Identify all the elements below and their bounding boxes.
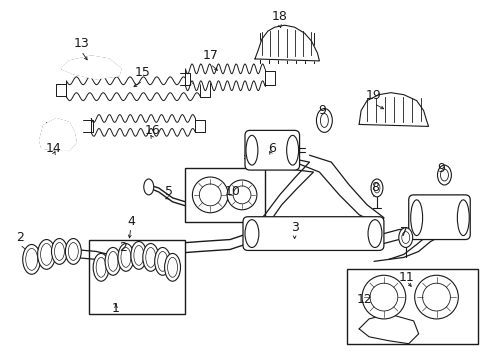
Ellipse shape [369, 283, 397, 311]
Ellipse shape [401, 231, 409, 243]
Text: 6: 6 [267, 142, 275, 155]
Polygon shape [40, 118, 76, 150]
Ellipse shape [367, 220, 381, 247]
Ellipse shape [244, 220, 258, 247]
Ellipse shape [54, 243, 64, 260]
Ellipse shape [145, 247, 155, 267]
Ellipse shape [108, 251, 118, 271]
Ellipse shape [157, 251, 167, 271]
Text: 16: 16 [144, 124, 160, 137]
Text: 1: 1 [112, 302, 120, 315]
Text: 8: 8 [370, 181, 378, 194]
Ellipse shape [199, 184, 221, 206]
Ellipse shape [422, 283, 449, 311]
Text: 3: 3 [290, 221, 298, 234]
Ellipse shape [41, 243, 52, 265]
Text: 14: 14 [45, 142, 61, 155]
Text: 15: 15 [135, 66, 150, 79]
Ellipse shape [245, 135, 257, 165]
Bar [89, 239, 185, 314]
Ellipse shape [456, 200, 468, 235]
Text: 2: 2 [119, 241, 126, 254]
Ellipse shape [68, 243, 78, 260]
Ellipse shape [167, 257, 177, 277]
Ellipse shape [164, 253, 180, 281]
Ellipse shape [105, 247, 121, 275]
Ellipse shape [361, 275, 405, 319]
Ellipse shape [398, 228, 412, 247]
Ellipse shape [51, 239, 67, 264]
Text: 2: 2 [16, 231, 23, 244]
Ellipse shape [226, 180, 256, 210]
Text: 10: 10 [224, 185, 241, 198]
Ellipse shape [26, 248, 38, 270]
FancyBboxPatch shape [244, 130, 299, 170]
Text: 9: 9 [437, 162, 445, 175]
Text: 19: 19 [366, 89, 381, 102]
Bar [185, 168, 264, 222]
Ellipse shape [131, 242, 146, 269]
Polygon shape [254, 25, 319, 61]
Text: 4: 4 [127, 215, 135, 228]
Text: 5: 5 [164, 185, 172, 198]
Ellipse shape [142, 243, 158, 271]
Ellipse shape [437, 165, 450, 185]
FancyBboxPatch shape [243, 217, 383, 251]
Ellipse shape [192, 177, 228, 213]
Text: 12: 12 [355, 293, 371, 306]
Bar [346, 269, 477, 344]
Ellipse shape [316, 109, 332, 132]
Text: 17: 17 [202, 49, 218, 63]
Polygon shape [358, 93, 427, 126]
Ellipse shape [320, 113, 327, 127]
Ellipse shape [38, 239, 55, 269]
Ellipse shape [65, 239, 81, 264]
Text: 13: 13 [73, 37, 89, 50]
FancyBboxPatch shape [408, 195, 469, 239]
Ellipse shape [414, 275, 457, 319]
Ellipse shape [286, 135, 298, 165]
Text: 9: 9 [318, 104, 325, 117]
Ellipse shape [154, 247, 170, 275]
Ellipse shape [233, 186, 250, 204]
Ellipse shape [370, 179, 382, 197]
Ellipse shape [440, 169, 447, 181]
Ellipse shape [410, 200, 422, 235]
Text: 18: 18 [271, 10, 287, 23]
Ellipse shape [193, 189, 203, 205]
Text: 11: 11 [398, 271, 414, 284]
Ellipse shape [373, 183, 379, 193]
Ellipse shape [134, 246, 143, 265]
Ellipse shape [121, 247, 131, 267]
Ellipse shape [143, 179, 153, 195]
Text: 7: 7 [399, 226, 407, 239]
Polygon shape [61, 56, 121, 79]
Ellipse shape [22, 244, 41, 274]
Ellipse shape [96, 257, 106, 277]
Ellipse shape [93, 253, 109, 281]
Ellipse shape [118, 243, 134, 271]
